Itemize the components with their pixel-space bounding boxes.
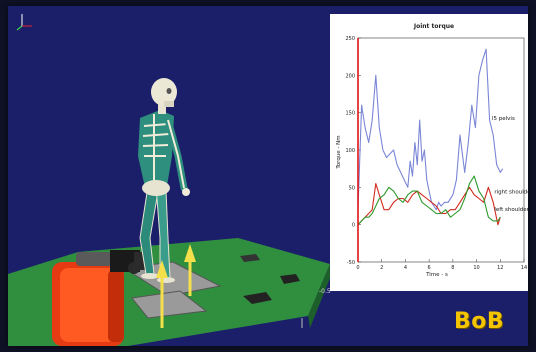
y-tick-label: 50 <box>349 185 355 191</box>
x-tick-label: 4 <box>404 265 407 271</box>
series-line-right-shoulder <box>357 183 501 226</box>
chart-xlabel: Time - s <box>425 272 448 278</box>
axis-tick-label: -0.5 <box>319 288 331 295</box>
x-tick-label: 0 <box>356 265 359 271</box>
y-tick-label: 250 <box>345 36 355 42</box>
musculoskeletal-model[interactable] <box>138 78 190 283</box>
axes-gizmo-icon <box>16 14 32 31</box>
y-tick-label: 150 <box>345 111 355 117</box>
red-chair <box>52 252 124 346</box>
bob-logo: BoB <box>454 309 505 334</box>
series-annotation: left shoulder <box>494 207 528 213</box>
x-tick-label: 8 <box>451 265 454 271</box>
series-annotation: l5 pelvis <box>492 116 515 122</box>
x-tick-label: 14 <box>521 265 527 271</box>
ground-reaction-force-arrows <box>156 244 196 328</box>
x-tick-label: 2 <box>380 265 383 271</box>
chart-ylabel: Torque - Nm <box>336 135 342 169</box>
floor-shadow <box>243 292 272 304</box>
x-tick-label: 6 <box>428 265 431 271</box>
support-device <box>110 250 146 274</box>
video-frame: -0.5 <box>8 6 528 346</box>
y-tick-label: -50 <box>347 260 355 266</box>
y-tick-label: 100 <box>345 148 355 154</box>
y-tick-label: 0 <box>352 223 355 229</box>
series-line-left-shoulder <box>357 175 501 226</box>
chart-canvas: Joint torque Torque - Nm Time - s -50050… <box>336 23 528 278</box>
3d-viewport[interactable]: -0.5 <box>8 6 528 346</box>
floor-shadow <box>240 254 260 262</box>
floor-shadow <box>280 274 300 284</box>
chart-title: Joint torque <box>413 23 454 30</box>
series-line-l5-pelvis <box>357 48 504 211</box>
joint-torque-plot: Joint torque Torque - Nm Time - s -50 0 50… <box>330 14 528 291</box>
series-annotation: right shoulder <box>494 189 528 195</box>
floor-tile <box>131 290 208 319</box>
y-tick-label: 200 <box>345 73 355 79</box>
x-tick-label: 12 <box>497 265 503 271</box>
floor-edge <box>308 264 330 328</box>
x-tick-label: 10 <box>473 265 479 271</box>
